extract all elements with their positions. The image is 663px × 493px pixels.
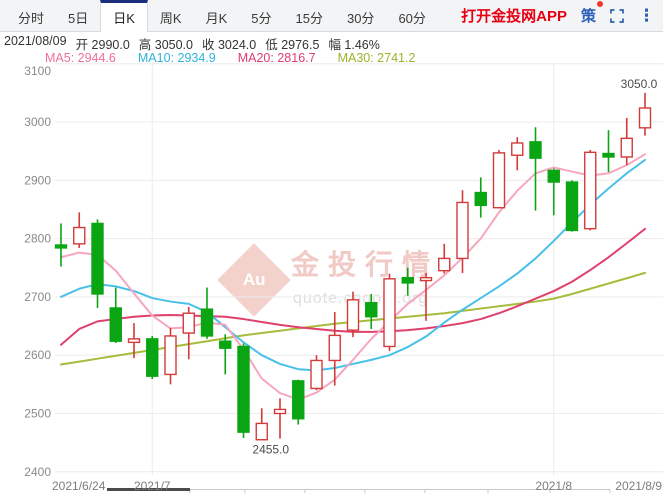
policy-label: 策 (580, 8, 596, 25)
candle-7/15 (328, 312, 341, 386)
candle-7/9 (255, 408, 268, 441)
ma-legend-item-2: MA20: 2816.7 (237, 51, 316, 65)
policy-button[interactable]: 策 (580, 1, 603, 26)
candle-7/26 (456, 190, 469, 273)
candle-6/29 (109, 287, 122, 343)
candle-7/5 (182, 306, 195, 360)
notification-dot-icon (597, 1, 603, 7)
candle-7/13 (292, 379, 305, 425)
y-axis-label-2500: 2500 (24, 407, 51, 421)
tabbar-right: 打开金投网APP 策 ⋮ (461, 0, 655, 31)
x-axis-label-2021/8/9: 2021/8/9 (615, 479, 662, 493)
candle-7/21 (401, 267, 414, 296)
x-axis-label-2021/7: 2021/7 (134, 479, 171, 493)
range-scrollbar[interactable] (107, 488, 611, 493)
y-axis-label-3100: 3100 (24, 64, 51, 78)
y-axis-label-2700: 2700 (24, 290, 51, 304)
y-axis-label-2800: 2800 (24, 232, 51, 246)
candle-7/22 (419, 272, 433, 321)
candle-7/23 (438, 243, 451, 274)
open-app-link[interactable]: 打开金投网APP (461, 8, 567, 25)
ma-legend: MA5: 2944.6 MA10: 2934.9 MA20: 2816.7 MA30:… (45, 51, 415, 65)
tab-item-7[interactable]: 30分 (346, 10, 375, 26)
candle-7/16 (346, 291, 360, 338)
ohlc-field-3: 低 2976.5 (265, 38, 320, 52)
candle-7/20 (383, 273, 396, 352)
y-axis-label-2400: 2400 (24, 465, 51, 479)
candle-8/9 (638, 92, 652, 136)
candle-8/3 (565, 180, 579, 232)
more-menu-icon[interactable]: ⋮ (638, 6, 655, 25)
ohlc-field-4: 幅 1.46% (328, 38, 380, 52)
candle-7/6 (200, 287, 214, 339)
candle-7/1 (146, 335, 159, 380)
candle-8/6 (620, 117, 633, 166)
ma-legend-item-1: MA10: 2934.9 (137, 51, 216, 65)
candle-6/25 (73, 212, 86, 248)
watermark-brand: 金投行情 (291, 249, 440, 280)
ma-line-MA5 (60, 153, 646, 401)
candle-7/8 (237, 343, 250, 438)
tab-item-5[interactable]: 5分 (251, 10, 272, 26)
candle-8/5 (602, 130, 615, 173)
tab-item-4[interactable]: 月K (205, 10, 228, 26)
candle-8/2 (547, 168, 560, 216)
y-axis-label-3000: 3000 (24, 115, 51, 129)
ohlc-bar: 2021/08/09 开 2990.0 高 3050.0 收 3024.0 低 297… (4, 34, 380, 53)
candle-8/4 (584, 149, 597, 231)
x-axis-label-2021/6/24: 2021/6/24 (52, 479, 106, 493)
candle-7/29 (511, 137, 524, 171)
ma-legend-item-3: MA30: 2741.2 (337, 51, 416, 65)
candle-7/28 (492, 149, 506, 209)
candle-6/24 (54, 223, 68, 267)
candle-7/2 (164, 327, 177, 385)
tab-item-8[interactable]: 60分 (398, 10, 426, 26)
tab-item-2[interactable]: 日K (100, 0, 148, 32)
tab-item-3[interactable]: 周K (159, 10, 182, 26)
ohlc-field-2: 收 3024.0 (202, 38, 257, 52)
candle-6/30 (127, 323, 141, 359)
candle-7/12 (273, 398, 287, 439)
candle-7/27 (474, 177, 487, 218)
candle-7/7 (219, 334, 232, 375)
y-axis-label-2900: 2900 (24, 173, 51, 187)
ma-line-MA10 (60, 158, 646, 372)
tab-item-0[interactable]: 分时 (18, 10, 45, 26)
y-axis-label-2600: 2600 (24, 348, 51, 362)
tabbar: 分时 5日 日K 周K 月K 5分 15分 30分 60分 打开金投网APP 策 ⋮ (0, 0, 663, 32)
annotation-above: 3050.0 (621, 77, 658, 91)
tab-list: 分时 5日 日K 周K 月K 5分 15分 30分 60分 (6, 0, 438, 32)
annotation-below: 2455.0 (252, 443, 289, 457)
candle-6/28 (91, 219, 104, 308)
tab-item-6[interactable]: 15分 (295, 10, 323, 26)
tab-item-1[interactable]: 5日 (68, 10, 89, 26)
ohlc-field-1: 高 3050.0 (138, 38, 193, 52)
candle-7/14 (310, 355, 323, 391)
ohlc-field-0: 开 2990.0 (75, 38, 130, 52)
candle-7/30 (529, 127, 542, 211)
candle-7/19 (365, 293, 378, 329)
fullscreen-icon[interactable] (610, 8, 624, 23)
x-axis-label-2021/8: 2021/8 (535, 479, 572, 493)
ma-legend-item-0: MA5: 2944.6 (45, 51, 116, 65)
ohlc-date: 2021/08/09 (4, 34, 67, 48)
